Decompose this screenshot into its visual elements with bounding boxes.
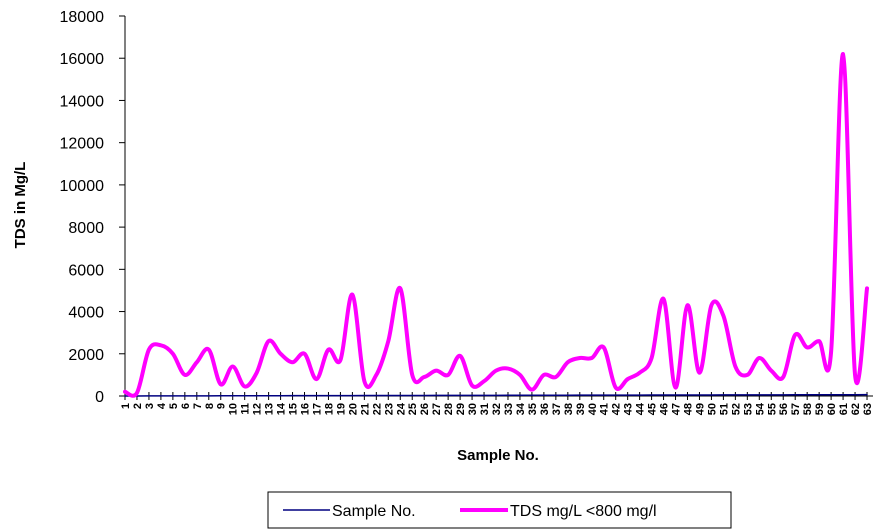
- x-tick-label: 38: [563, 403, 575, 415]
- x-tick-label: 52: [730, 403, 742, 415]
- x-tick-label: 35: [527, 403, 539, 415]
- y-axis-tick-labels: 0 2000 4000 6000 8000 10000 12000 14000 16000 180…: [60, 9, 105, 406]
- x-tick-label: 37: [551, 403, 563, 415]
- x-tick-label: 34: [515, 402, 527, 415]
- x-tick-label: 20: [347, 403, 359, 415]
- x-tick-label: 30: [467, 403, 479, 415]
- x-axis-title: Sample No.: [457, 447, 539, 464]
- x-tick-label: 60: [826, 403, 838, 415]
- x-tick-label: 13: [264, 403, 276, 415]
- x-tick-label: 24: [395, 402, 407, 415]
- y-tick-label: 0: [95, 389, 104, 406]
- x-tick-label: 22: [371, 403, 383, 415]
- x-tick-label: 46: [659, 403, 671, 415]
- y-tick-label: 6000: [68, 262, 104, 279]
- x-tick-label: 10: [228, 403, 240, 415]
- x-tick-label: 3: [144, 403, 156, 409]
- x-tick-label: 17: [311, 403, 323, 415]
- x-tick-label: 56: [778, 403, 790, 415]
- series-line-sample-no: [124, 393, 868, 397]
- x-tick-label: 7: [192, 403, 204, 409]
- x-tick-label: 25: [407, 403, 419, 415]
- x-tick-label: 21: [359, 403, 371, 415]
- series-line-tds: [123, 51, 870, 398]
- x-tick-label: 23: [383, 403, 395, 415]
- x-tick-label: 40: [587, 403, 599, 415]
- x-tick-label: 28: [443, 403, 455, 415]
- y-tick-label: 16000: [60, 51, 105, 68]
- x-tick-label: 6: [180, 403, 192, 409]
- x-tick-label: 49: [694, 403, 706, 415]
- x-tick-label: 12: [252, 403, 264, 415]
- x-tick-label: 5: [168, 403, 180, 409]
- x-tick-label: 16: [300, 403, 312, 415]
- x-tick-label: 18: [323, 403, 335, 415]
- y-tick-label: 2000: [68, 347, 104, 364]
- legend-label-sample-no: Sample No.: [332, 503, 416, 520]
- x-tick-label: 29: [455, 403, 467, 415]
- x-tick-label: 11: [240, 403, 252, 415]
- x-tick-label: 55: [766, 403, 778, 415]
- y-tick-label: 10000: [60, 178, 105, 195]
- x-tick-label: 41: [599, 403, 611, 415]
- x-tick-label: 42: [611, 403, 623, 415]
- x-tick-label: 47: [671, 403, 683, 415]
- y-axis-title: TDS in Mg/L: [12, 162, 29, 249]
- x-tick-label: 27: [431, 403, 443, 415]
- x-tick-label: 31: [479, 403, 491, 415]
- x-tick-label: 51: [718, 403, 730, 415]
- x-tick-label: 15: [288, 403, 300, 415]
- x-tick-label: 44: [635, 402, 647, 415]
- legend-label-tds: TDS mg/L <800 mg/l: [510, 503, 657, 520]
- x-tick-label: 58: [802, 403, 814, 415]
- x-tick-label: 61: [838, 403, 850, 415]
- x-tick-label: 45: [647, 403, 659, 415]
- y-axis-ticks: [119, 15, 125, 397]
- x-axis-tick-labels: 1 2 3 4 5 6 7 8 9 10 11 12 13 14 15 16 17 18 19 20 21 22 23 24 2…: [120, 402, 873, 415]
- x-tick-label: 26: [419, 403, 431, 415]
- x-tick-label: 50: [706, 403, 718, 415]
- x-tick-label: 32: [491, 403, 503, 415]
- legend: Sample No. TDS mg/L <800 mg/l: [267, 491, 732, 529]
- y-tick-label: 18000: [60, 9, 105, 26]
- x-tick-label: 53: [742, 403, 754, 415]
- x-tick-label: 19: [335, 403, 347, 415]
- x-tick-label: 39: [575, 403, 587, 415]
- x-tick-label: 33: [503, 403, 515, 415]
- y-tick-label: 8000: [68, 220, 104, 237]
- x-tick-label: 9: [216, 403, 228, 409]
- x-tick-label: 14: [276, 402, 288, 415]
- y-tick-label: 4000: [68, 305, 104, 322]
- x-tick-label: 62: [850, 403, 862, 415]
- x-tick-label: 2: [132, 403, 144, 409]
- x-tick-label: 36: [539, 403, 551, 415]
- x-tick-label: 43: [623, 403, 635, 415]
- y-tick-label: 12000: [60, 136, 105, 153]
- x-tick-label: 4: [156, 402, 168, 409]
- x-tick-label: 59: [814, 403, 826, 415]
- x-tick-label: 57: [790, 403, 802, 415]
- x-tick-label: 54: [754, 402, 766, 415]
- x-tick-label: 48: [682, 403, 694, 415]
- series-layer: [123, 51, 870, 398]
- x-tick-label: 1: [120, 403, 132, 409]
- y-tick-label: 14000: [60, 93, 105, 110]
- x-tick-label: 63: [862, 403, 873, 415]
- x-tick-label: 8: [204, 403, 216, 409]
